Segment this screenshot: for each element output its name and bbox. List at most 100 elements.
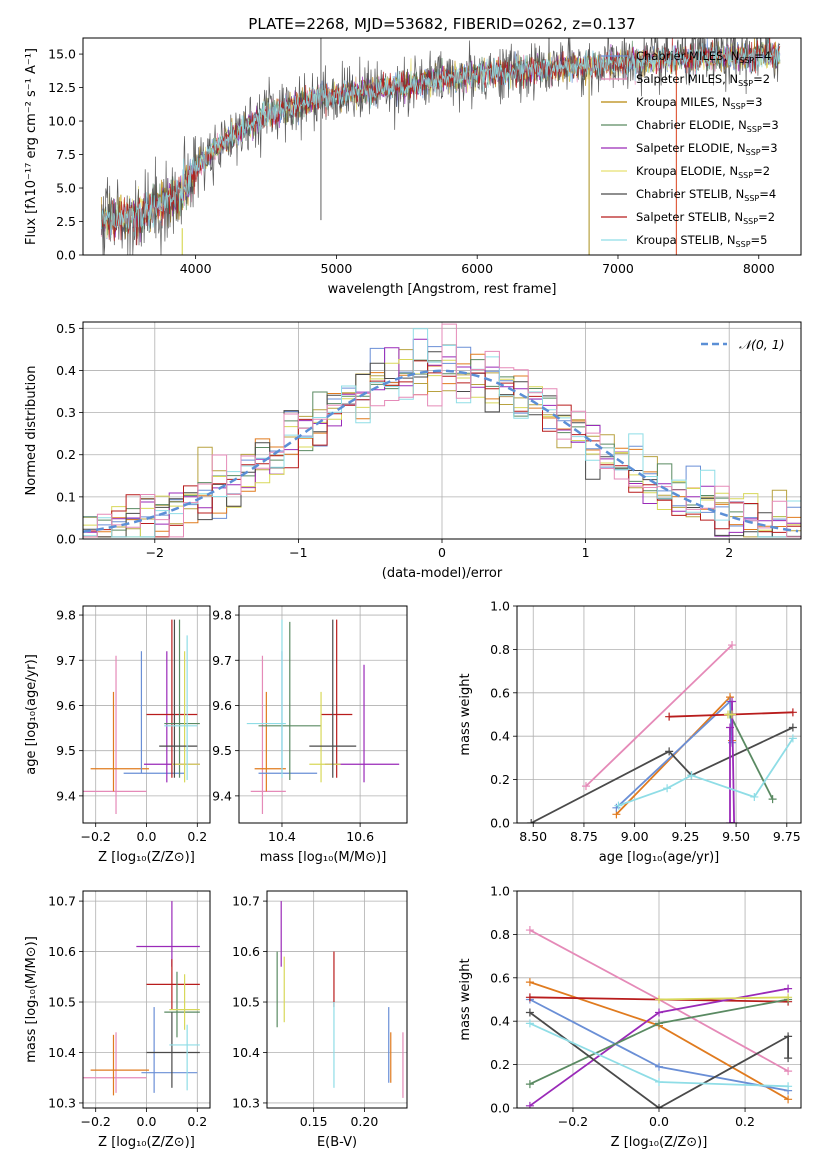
errorbar-point bbox=[136, 901, 200, 967]
y-axis-label: mass weight bbox=[458, 673, 473, 755]
plot-area bbox=[246, 619, 400, 814]
y-tick-label: 0.3 bbox=[56, 405, 76, 420]
weight-marker bbox=[728, 697, 737, 706]
legend-label-sub: SSP bbox=[747, 125, 762, 134]
weight-marker bbox=[663, 784, 672, 793]
y-tick-label: 0.0 bbox=[56, 248, 76, 263]
x-tick-label: 8000 bbox=[743, 261, 775, 276]
errorbar-point bbox=[309, 619, 357, 778]
weight-marker bbox=[784, 1082, 793, 1091]
legend-label-tail: =2 bbox=[758, 210, 775, 224]
x-tick-label: −0.2 bbox=[558, 1114, 588, 1129]
spectrum-line bbox=[100, 38, 781, 239]
errorbar-point bbox=[90, 1034, 150, 1096]
weight-marker bbox=[655, 1008, 663, 1017]
legend-label-main: Kroupa MILES, N bbox=[636, 95, 731, 109]
y-tick-label: 0.2 bbox=[56, 447, 76, 462]
x-tick-label: −0.2 bbox=[81, 829, 111, 844]
weight-marker bbox=[614, 801, 623, 810]
x-tick-label: 0.15 bbox=[300, 1114, 328, 1129]
x-tick-label: −0.2 bbox=[81, 1114, 111, 1129]
x-tick-label: 9.25 bbox=[671, 829, 699, 844]
plot-area bbox=[83, 323, 801, 538]
y-tick-label: 9.5 bbox=[212, 743, 232, 758]
axes-frame bbox=[516, 605, 802, 824]
weight-marker bbox=[784, 1032, 793, 1041]
y-tick-label: 12.5 bbox=[48, 80, 76, 95]
histogram-step bbox=[83, 323, 801, 538]
errorbar-point bbox=[246, 619, 286, 778]
legend-label: Chabrier MILES, NSSP=4 bbox=[636, 49, 771, 65]
y-tick-label: 0.4 bbox=[490, 729, 510, 744]
weight-marker bbox=[784, 1095, 793, 1104]
weight-series bbox=[655, 993, 793, 1004]
y-tick-label: 9.5 bbox=[56, 743, 76, 758]
plot-area bbox=[527, 641, 797, 823]
weight-marker bbox=[525, 1019, 534, 1028]
weight-marker bbox=[788, 708, 797, 717]
x-tick-label: 10.4 bbox=[268, 829, 296, 844]
weight-marker bbox=[655, 1104, 663, 1108]
figure-layer: 4000 5000 6000 7000 80000.02.55.07.510.012.5… bbox=[24, 15, 802, 1150]
spectrum-line bbox=[101, 38, 781, 246]
errorbar-point bbox=[254, 691, 286, 792]
x-tick-label: 0.20 bbox=[350, 1114, 378, 1129]
errorbar-point bbox=[309, 691, 341, 783]
y-tick-label: 15.0 bbox=[48, 47, 76, 62]
weight-line bbox=[729, 701, 736, 823]
weight-series bbox=[726, 697, 739, 823]
weight-marker bbox=[655, 1077, 663, 1086]
y-tick-label: 0.1 bbox=[56, 489, 76, 504]
weight-marker bbox=[768, 795, 777, 804]
y-axis-label: Normed distribution bbox=[24, 366, 39, 496]
chart-spectrum: 4000 5000 6000 7000 8000 0.0 2.5 5.0 7.5 10.0 12.5… bbox=[24, 15, 802, 297]
chart-residuals: −2 −1 0 1 2 0.0 0.1 0.2 0.3 0.4 0.5 (data-model)/er… bbox=[24, 321, 802, 581]
x-tick-label: −2 bbox=[146, 545, 164, 560]
legend-label-sub: SSP bbox=[743, 217, 758, 226]
x-tick-label: 10.6 bbox=[346, 829, 374, 844]
x-tick-label: 0.2 bbox=[187, 1114, 207, 1129]
legend-label: Kroupa ELODIE, NSSP=2 bbox=[636, 164, 770, 180]
y-tick-label: 10.4 bbox=[48, 1045, 76, 1060]
weight-line bbox=[585, 644, 733, 787]
legend-label-main: Salpeter ELODIE, N bbox=[636, 141, 746, 155]
legend-label: Salpeter STELIB, NSSP=2 bbox=[636, 210, 775, 226]
y-tick-label: 1.0 bbox=[490, 599, 510, 614]
chart-weight_vs_Z: −0.2 0.0 0.2 0.0 0.2 0.4 0.6 0.8 1.0 Z [log₁₀(Z/Z… bbox=[458, 884, 802, 1150]
x-tick-label: 0.0 bbox=[137, 1114, 157, 1129]
plot-area bbox=[276, 901, 404, 1098]
x-axis-label: E(B-V) bbox=[317, 1135, 357, 1150]
y-tick-label: 0.0 bbox=[56, 532, 76, 547]
y-tick-label: 0.8 bbox=[490, 642, 510, 657]
axes-frame bbox=[82, 605, 211, 824]
legend-label-tail: =3 bbox=[762, 118, 779, 132]
weight-series bbox=[527, 723, 797, 823]
y-tick-label: 5.0 bbox=[56, 181, 76, 196]
weight-marker bbox=[784, 984, 793, 993]
weight-marker bbox=[726, 819, 734, 823]
weight-marker bbox=[750, 792, 759, 801]
legend-label-sub: SSP bbox=[739, 56, 754, 65]
y-tick-label: 10.4 bbox=[232, 1045, 260, 1060]
axes-frame bbox=[82, 890, 211, 1109]
errorbar-point bbox=[90, 691, 150, 792]
legend-label: Kroupa MILES, NSSP=3 bbox=[636, 95, 762, 111]
x-tick-label: 0.0 bbox=[137, 829, 157, 844]
chart-age_vs_Z: −0.2 0.0 0.2 9.4 9.5 9.6 9.7 9.8 Z [log₁₀(Z/Z⊙)]… bbox=[24, 605, 211, 865]
y-tick-label: 10.7 bbox=[48, 894, 76, 909]
y-tick-label: 0.2 bbox=[490, 772, 510, 787]
legend: 𝒩(0, 1) bbox=[701, 337, 785, 352]
x-tick-label: 9.00 bbox=[621, 829, 649, 844]
errorbar-point bbox=[146, 619, 198, 778]
weight-marker bbox=[726, 723, 734, 732]
weight-series bbox=[581, 641, 737, 791]
legend-label-main: Salpeter STELIB, N bbox=[636, 210, 743, 224]
chart-age_vs_mass: 10.4 10.6 9.4 9.5 9.6 9.7 9.8 mass [log₁₀(M/M⊙)… bbox=[212, 605, 408, 865]
x-axis-label: Z [log₁₀(Z/Z⊙)] bbox=[611, 1135, 708, 1150]
y-axis-label: Flux [fλ10⁻¹⁷ erg cm⁻² s⁻¹ A⁻¹] bbox=[24, 48, 39, 245]
errorbar-point bbox=[164, 971, 200, 1038]
legend-label-sub: SSP bbox=[744, 194, 759, 203]
errorbar-point bbox=[321, 619, 353, 778]
